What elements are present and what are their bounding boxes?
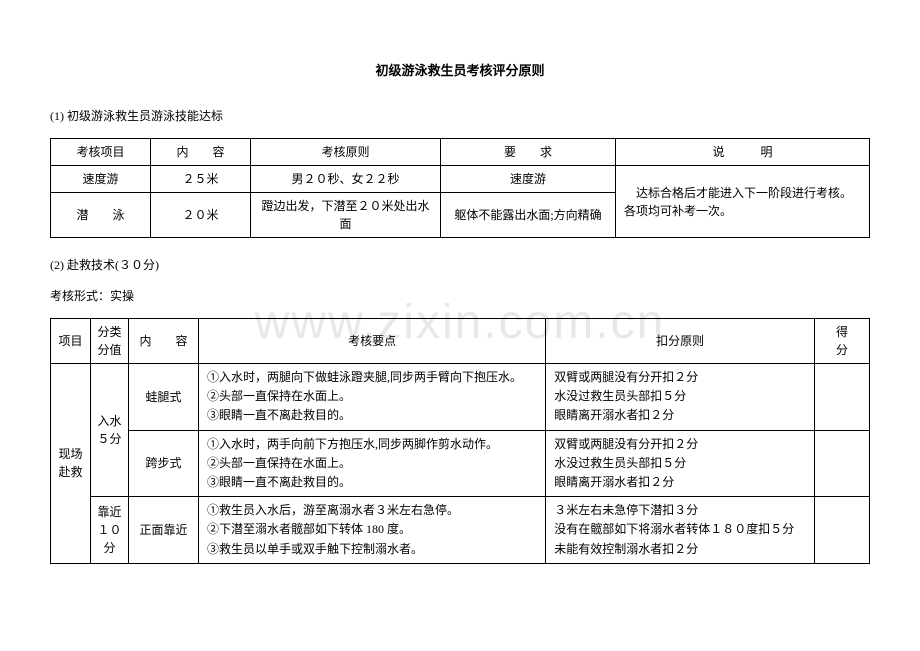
- cell-requirement: 速度游: [441, 166, 616, 193]
- cell-content: 跨步式: [129, 430, 199, 497]
- cell-category: 靠近１０分: [91, 497, 129, 564]
- cell-deduction: 双臂或两腿没有分开扣２分水没过救生员头部扣５分眼睛离开溺水者扣２分: [546, 364, 815, 431]
- section2-form: 考核形式：实操: [50, 287, 870, 304]
- cell-note-merged: 达标合格后才能进入下一阶段进行考核。各项均可补考一次。: [616, 166, 870, 238]
- cell-principle: 蹬边出发，下潜至２０米处出水面: [251, 193, 441, 238]
- table-header-row: 考核项目 内 容 考核原则 要 求 说 明: [51, 139, 870, 166]
- cell-score: [815, 430, 870, 497]
- rescue-table: 项目 分类分值 内 容 考核要点 扣分原则 得 分 现场赴救 入水５分 蛙腿式 …: [50, 318, 870, 564]
- cell-content: 正面靠近: [129, 497, 199, 564]
- cell-project-merged: 现场赴救: [51, 364, 91, 564]
- cell-keypoint: ①入水时，两腿向下做蛙泳蹬夹腿,同步两手臂向下抱压水。②头部一直保持在水面上。③…: [199, 364, 546, 431]
- table-row: 靠近１０分 正面靠近 ①救生员入水后，游至离溺水者３米左右急停。②下潜至溺水者髋…: [51, 497, 870, 564]
- header-principle: 考核原则: [251, 139, 441, 166]
- header-content: 内 容: [151, 139, 251, 166]
- skills-table: 考核项目 内 容 考核原则 要 求 说 明 速度游 ２５米 男２０秒、女２２秒 …: [50, 138, 870, 238]
- cell-score: [815, 497, 870, 564]
- section2-label: (2) 赴救技术(３０分): [50, 256, 870, 273]
- cell-content: ２０米: [151, 193, 251, 238]
- header-deduction: 扣分原则: [546, 319, 815, 364]
- document-content: 初级游泳救生员考核评分原则 (1) 初级游泳救生员游泳技能达标 考核项目 内 容…: [50, 60, 870, 564]
- header-item: 考核项目: [51, 139, 151, 166]
- header-project: 项目: [51, 319, 91, 364]
- cell-requirement: 躯体不能露出水面;方向精确: [441, 193, 616, 238]
- cell-item: 速度游: [51, 166, 151, 193]
- section1-label: (1) 初级游泳救生员游泳技能达标: [50, 107, 870, 124]
- cell-content: ２５米: [151, 166, 251, 193]
- cell-item: 潜 泳: [51, 193, 151, 238]
- table-row: 跨步式 ①入水时，两手向前下方抱压水,同步两脚作剪水动作。②头部一直保持在水面上…: [51, 430, 870, 497]
- cell-deduction: ３米左右未急停下潜扣３分没有在髋部如下将溺水者转体１８０度扣５分未能有效控制溺水…: [546, 497, 815, 564]
- cell-score: [815, 364, 870, 431]
- header-content: 内 容: [129, 319, 199, 364]
- table-header-row: 项目 分类分值 内 容 考核要点 扣分原则 得 分: [51, 319, 870, 364]
- cell-keypoint: ①入水时，两手向前下方抱压水,同步两脚作剪水动作。②头部一直保持在水面上。③眼睛…: [199, 430, 546, 497]
- cell-principle: 男２０秒、女２２秒: [251, 166, 441, 193]
- header-requirement: 要 求: [441, 139, 616, 166]
- cell-category: 入水５分: [91, 364, 129, 497]
- table-row: 现场赴救 入水５分 蛙腿式 ①入水时，两腿向下做蛙泳蹬夹腿,同步两手臂向下抱压水…: [51, 364, 870, 431]
- cell-keypoint: ①救生员入水后，游至离溺水者３米左右急停。②下潜至溺水者髋部如下转体 180 度…: [199, 497, 546, 564]
- cell-deduction: 双臂或两腿没有分开扣２分水没过救生员头部扣５分眼睛离开溺水者扣２分: [546, 430, 815, 497]
- header-score: 得 分: [815, 319, 870, 364]
- header-note: 说 明: [616, 139, 870, 166]
- table-row: 速度游 ２５米 男２０秒、女２２秒 速度游 达标合格后才能进入下一阶段进行考核。…: [51, 166, 870, 193]
- header-keypoint: 考核要点: [199, 319, 546, 364]
- cell-content: 蛙腿式: [129, 364, 199, 431]
- document-title: 初级游泳救生员考核评分原则: [50, 60, 870, 79]
- header-category: 分类分值: [91, 319, 129, 364]
